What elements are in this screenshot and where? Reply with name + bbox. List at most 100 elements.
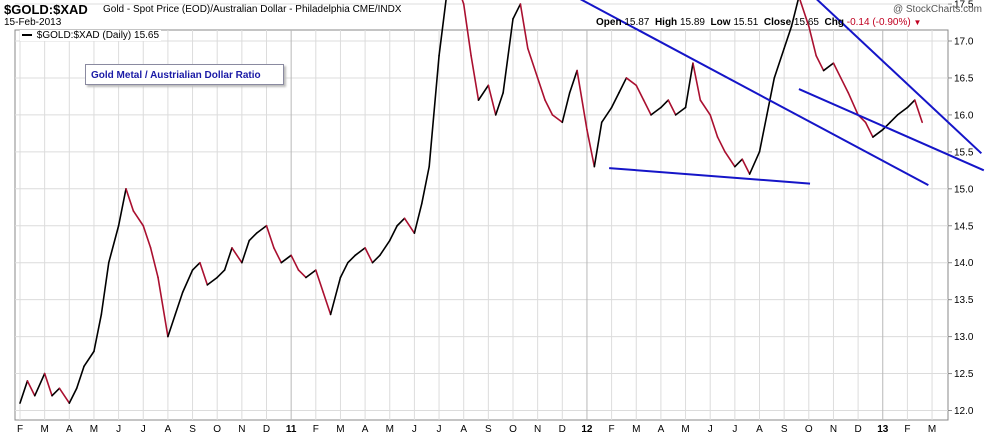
price-segment <box>692 62 702 101</box>
price-segment <box>181 269 194 294</box>
price-segment <box>371 254 381 264</box>
price-segment <box>322 291 332 316</box>
price-segment <box>100 261 110 316</box>
price-segment <box>314 269 324 294</box>
x-tick-label: F <box>904 424 910 435</box>
price-segment <box>223 247 233 271</box>
close-value: 15.65 <box>793 17 819 28</box>
x-tick-label: M <box>632 424 640 435</box>
y-tick-label: 12.5 <box>954 369 974 380</box>
legend-label: $GOLD:$XAD (Daily) 15.65 <box>36 30 160 41</box>
price-segment <box>477 84 490 101</box>
x-tick-label: J <box>116 424 121 435</box>
x-axis: F M A M J J A S O N D 11 F M A M J J A S O N D 12 F M A M J J A S O N D 13 F… <box>17 424 936 435</box>
x-tick-label: F <box>313 424 319 435</box>
price-segment <box>462 3 472 57</box>
price-segment <box>618 77 628 94</box>
x-tick-label: N <box>238 424 245 435</box>
y-tick-label: 16.5 <box>954 73 974 84</box>
y-tick-label: 16.0 <box>954 110 974 121</box>
price-segment <box>650 106 662 116</box>
y-tick-label: 15.0 <box>954 184 974 195</box>
x-tick-label: J <box>437 424 442 435</box>
price-segment <box>26 380 36 397</box>
high-value: 15.89 <box>679 17 705 28</box>
x-tick-label: D <box>559 424 566 435</box>
description-text: Gold - Spot Price (EOD)/Australian Dolla… <box>103 4 350 15</box>
price-segment <box>413 202 423 234</box>
chg-label: Chg <box>824 17 844 28</box>
price-segment <box>773 47 785 79</box>
ohlc-summary: Open 15.87 High 15.89 Low 15.51 Close 15… <box>596 17 921 28</box>
price-segment <box>487 84 497 116</box>
price-segment <box>33 372 46 397</box>
chart-date: 15-Feb-2013 <box>4 17 62 28</box>
price-segment <box>329 276 342 316</box>
price-segment <box>461 0 465 5</box>
price-segment <box>512 3 522 20</box>
price-segment <box>576 69 588 131</box>
price-segment <box>840 77 850 94</box>
price-segment <box>896 106 909 116</box>
price-segment <box>231 247 243 264</box>
price-segment <box>610 91 620 109</box>
x-tick-label: S <box>781 424 788 435</box>
x-tick-label: N <box>830 424 837 435</box>
price-segment <box>568 69 578 94</box>
price-segment <box>758 114 768 153</box>
price-segment <box>625 77 638 87</box>
trendline <box>816 0 983 155</box>
x-tick-label: A <box>460 424 467 435</box>
trendline <box>579 0 929 186</box>
price-segment <box>502 18 514 94</box>
y-tick-label: 14.5 <box>954 221 974 232</box>
x-tick-label: N <box>534 424 541 435</box>
price-segment <box>280 254 292 264</box>
chart-description: Gold - Spot Price (EOD)/Australian Dolla… <box>103 4 401 15</box>
price-segment <box>832 62 842 79</box>
price-segment <box>544 99 554 116</box>
price-segment <box>822 62 835 72</box>
price-segment <box>83 350 95 367</box>
price-segment <box>297 269 307 279</box>
y-tick-label: 14.0 <box>954 258 974 269</box>
price-segment <box>815 54 825 72</box>
low-label: Low <box>710 17 731 28</box>
close-label: Close <box>763 17 792 28</box>
price-segment <box>339 261 349 279</box>
price-segment <box>593 121 603 168</box>
series-legend: $GOLD:$XAD (Daily) 15.65 <box>20 30 162 41</box>
price-segment <box>255 224 268 234</box>
x-tick-label: F <box>17 424 23 435</box>
x-tick-label: M <box>386 424 394 435</box>
annotation-box: Gold Metal / Austrialian Dollar Ratio <box>85 64 284 85</box>
x-tick-label: J <box>708 424 713 435</box>
ticker-symbol: $GOLD:$XAD <box>4 2 88 17</box>
trendline <box>798 88 985 172</box>
price-segment <box>290 254 300 271</box>
price-segment <box>766 77 776 116</box>
x-tick-label: 11 <box>286 424 297 435</box>
x-tick-label: F <box>609 424 615 435</box>
price-segment <box>807 25 817 57</box>
price-segment <box>125 188 135 212</box>
price-segment <box>438 0 447 57</box>
price-segment <box>536 77 546 101</box>
x-tick-label: 13 <box>877 424 889 435</box>
y-axis: 12.0 12.5 13.0 13.5 14.0 14.5 15.0 15.5 16.0 16.5… <box>948 0 974 417</box>
x-tick-label: A <box>756 424 763 435</box>
x-tick-label: A <box>362 424 369 435</box>
price-segment <box>51 387 61 397</box>
y-tick-label: 17.0 <box>954 37 974 48</box>
down-triangle-icon: ▼ <box>913 18 922 27</box>
price-segment <box>551 114 564 124</box>
price-segment <box>709 114 719 138</box>
price-segment <box>241 239 251 264</box>
price-segment <box>660 99 670 109</box>
stockcharts-brand[interactable]: @ StockCharts.com <box>892 4 982 15</box>
price-segment <box>107 224 120 264</box>
price-segment <box>519 3 529 50</box>
open-label: Open <box>596 17 622 28</box>
x-tick-label: A <box>658 424 665 435</box>
